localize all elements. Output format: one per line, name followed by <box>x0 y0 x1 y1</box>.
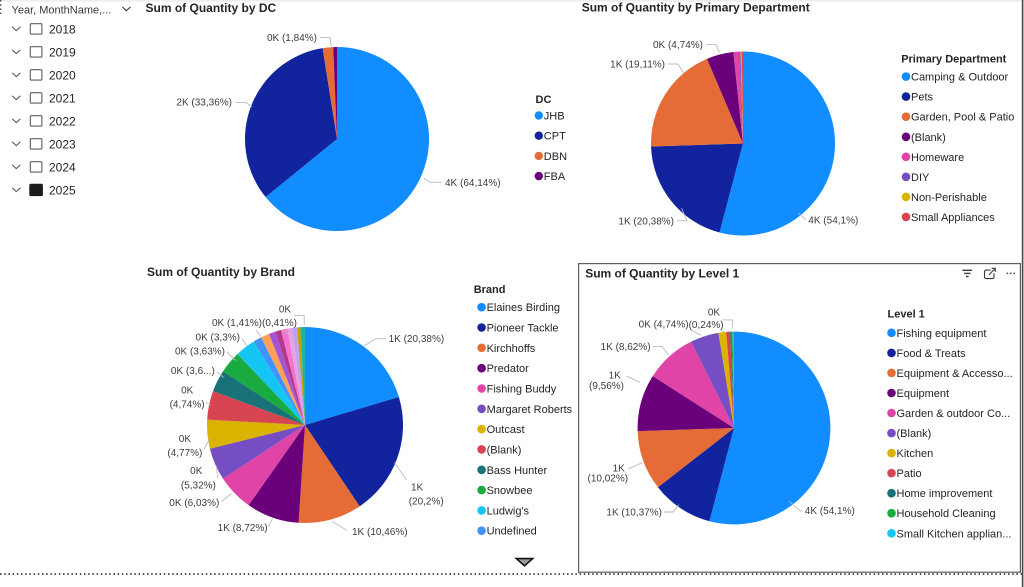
svg-text:2021: 2021 <box>49 91 76 105</box>
svg-text:4K (54,1%): 4K (54,1%) <box>805 506 855 517</box>
svg-text:(5,32%): (5,32%) <box>181 480 216 491</box>
svg-text:1K (20,38%): 1K (20,38%) <box>618 217 674 228</box>
svg-text:Homeware: Homeware <box>911 152 964 164</box>
svg-text:Non-Perishable: Non-Perishable <box>911 192 987 204</box>
svg-text:Margaret Roberts: Margaret Roberts <box>487 404 573 416</box>
svg-text:1K: 1K <box>411 482 424 493</box>
svg-text:Fishing Buddy: Fishing Buddy <box>487 384 557 396</box>
svg-text:Fishing equipment: Fishing equipment <box>897 328 987 340</box>
svg-text:0K (3,3%): 0K (3,3%) <box>196 332 240 343</box>
svg-text:Kirchhoffs: Kirchhoffs <box>487 343 536 355</box>
svg-text:(10,02%): (10,02%) <box>588 473 629 484</box>
svg-text:Undefined: Undefined <box>487 526 537 538</box>
svg-text:1K (8,72%): 1K (8,72%) <box>218 523 268 534</box>
svg-text:0K (1,41%): 0K (1,41%) <box>212 318 262 329</box>
svg-text:Garden, Pool & Patio: Garden, Pool & Patio <box>911 112 1014 124</box>
svg-text:(Blank): (Blank) <box>911 132 946 144</box>
svg-text:4K (54,1%): 4K (54,1%) <box>808 215 858 226</box>
svg-text:1K (20,38%): 1K (20,38%) <box>389 334 445 345</box>
svg-text:Bass Hunter: Bass Hunter <box>487 465 548 477</box>
svg-text:CPT: CPT <box>544 131 566 143</box>
svg-text:(Blank): (Blank) <box>897 428 932 440</box>
svg-text:Level 1: Level 1 <box>888 309 925 321</box>
svg-text:0K: 0K <box>190 466 203 477</box>
svg-text:Sum of Quantity by Level 1: Sum of Quantity by Level 1 <box>585 267 739 281</box>
svg-text:Sum of Quantity by Brand: Sum of Quantity by Brand <box>147 265 295 279</box>
svg-text:FBA: FBA <box>544 171 566 183</box>
svg-text:1K (8,62%): 1K (8,62%) <box>601 342 651 353</box>
svg-text:Equipment & Accesso...: Equipment & Accesso... <box>897 368 1013 380</box>
svg-text:0K (3,6...): 0K (3,6...) <box>171 366 215 377</box>
svg-text:2025: 2025 <box>49 183 76 197</box>
svg-text:1K: 1K <box>609 371 622 382</box>
svg-text:(0,24%): (0,24%) <box>689 320 724 331</box>
svg-text:Ludwig's: Ludwig's <box>487 505 530 517</box>
svg-text:Sum of Quantity by Primary Dep: Sum of Quantity by Primary Department <box>582 0 810 14</box>
svg-text:Primary Department: Primary Department <box>901 53 1006 65</box>
svg-text:2K (33,36%): 2K (33,36%) <box>176 98 232 109</box>
svg-text:Small Appliances: Small Appliances <box>911 212 995 224</box>
svg-text:1K (19,11%): 1K (19,11%) <box>610 60 665 71</box>
svg-text:Predator: Predator <box>487 363 530 375</box>
svg-text:Home improvement: Home improvement <box>897 488 993 500</box>
svg-text:1K (10,37%): 1K (10,37%) <box>606 507 662 518</box>
svg-text:Patio: Patio <box>897 468 922 480</box>
svg-text:Year, MonthName,...: Year, MonthName,... <box>12 4 112 16</box>
svg-text:4K (64,14%): 4K (64,14%) <box>445 178 501 189</box>
svg-text:0K: 0K <box>181 385 194 396</box>
svg-text:Garden & outdoor Co...: Garden & outdoor Co... <box>897 408 1011 420</box>
svg-text:JHB: JHB <box>544 111 565 123</box>
svg-text:DBN: DBN <box>544 151 567 163</box>
svg-text:Outcast: Outcast <box>487 424 525 436</box>
svg-text:2018: 2018 <box>49 22 76 36</box>
svg-text:DIY: DIY <box>911 172 930 184</box>
svg-text:(0,41%): (0,41%) <box>262 318 297 329</box>
svg-text:DC: DC <box>536 94 552 106</box>
svg-text:Sum of Quantity by DC: Sum of Quantity by DC <box>146 1 277 15</box>
svg-text:(4,77%): (4,77%) <box>167 448 202 459</box>
svg-text:Small Kitchen applian...: Small Kitchen applian... <box>897 528 1012 540</box>
svg-text:2022: 2022 <box>49 114 76 128</box>
svg-text:Pets: Pets <box>911 92 934 104</box>
svg-text:Pioneer Tackle: Pioneer Tackle <box>487 323 559 335</box>
svg-text:0K (1,84%): 0K (1,84%) <box>267 33 317 44</box>
svg-text:(4,74%): (4,74%) <box>170 400 205 411</box>
svg-text:0K (6,03%): 0K (6,03%) <box>169 498 219 509</box>
svg-text:Food & Treats: Food & Treats <box>897 348 967 360</box>
svg-text:0K: 0K <box>279 304 292 315</box>
svg-text:Household Cleaning: Household Cleaning <box>897 508 996 520</box>
svg-text:(9,56%): (9,56%) <box>589 381 624 392</box>
svg-text:2019: 2019 <box>49 45 76 59</box>
svg-text:2023: 2023 <box>49 137 76 151</box>
svg-text:(Blank): (Blank) <box>487 444 522 456</box>
svg-text:0K: 0K <box>708 308 721 319</box>
svg-text:Equipment: Equipment <box>897 388 950 400</box>
svg-text:0K: 0K <box>179 434 192 445</box>
svg-text:1K: 1K <box>613 463 626 474</box>
svg-text:0K (4,74%): 0K (4,74%) <box>639 320 689 331</box>
svg-text:(20,2%): (20,2%) <box>409 496 444 507</box>
svg-text:Kitchen: Kitchen <box>897 448 934 460</box>
svg-text:Snowbee: Snowbee <box>487 485 533 497</box>
svg-text:0K (4,74%): 0K (4,74%) <box>653 40 703 51</box>
svg-text:Elaines Birding: Elaines Birding <box>487 302 560 314</box>
svg-text:0K (3,63%): 0K (3,63%) <box>175 346 225 357</box>
svg-text:Camping & Outdoor: Camping & Outdoor <box>911 72 1009 84</box>
svg-text:2020: 2020 <box>49 68 76 82</box>
svg-text:2024: 2024 <box>49 160 76 174</box>
svg-text:Brand: Brand <box>474 284 506 296</box>
svg-text:1K (10,46%): 1K (10,46%) <box>352 527 408 538</box>
